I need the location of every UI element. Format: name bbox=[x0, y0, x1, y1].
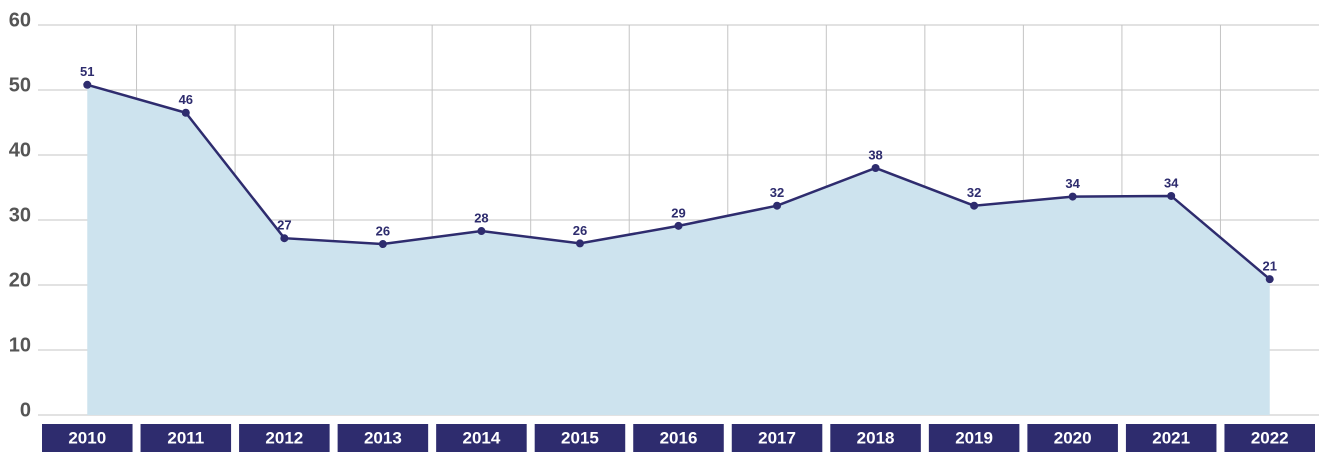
x-tick-label: 2012 bbox=[265, 428, 303, 447]
y-tick-label: 40 bbox=[9, 139, 31, 161]
data-label: 26 bbox=[376, 223, 390, 238]
x-category-box bbox=[1125, 424, 1217, 452]
y-tick-label: 30 bbox=[9, 204, 31, 226]
y-tick-label: 60 bbox=[9, 9, 31, 31]
x-category-box bbox=[436, 424, 527, 452]
x-tick-label: 2011 bbox=[167, 428, 204, 447]
point bbox=[1265, 275, 1274, 284]
data-label: 27 bbox=[277, 218, 291, 233]
data-label: 51 bbox=[80, 64, 94, 79]
x-category-box bbox=[830, 424, 921, 452]
y-tick-label: 0 bbox=[20, 399, 31, 421]
point bbox=[674, 221, 683, 230]
data-label: 28 bbox=[474, 210, 488, 225]
y-tick-label: 20 bbox=[9, 269, 31, 291]
point bbox=[970, 201, 979, 210]
data-label: 38 bbox=[868, 147, 882, 162]
point bbox=[477, 227, 486, 236]
data-label: 34 bbox=[1164, 175, 1179, 190]
x-tick-label: 2021 bbox=[1152, 428, 1190, 447]
data-label: 29 bbox=[671, 205, 685, 220]
point bbox=[1068, 192, 1077, 201]
x-category-box bbox=[239, 424, 330, 452]
data-label: 32 bbox=[967, 185, 981, 200]
x-category-box bbox=[140, 424, 232, 452]
x-tick-label: 2019 bbox=[955, 428, 993, 447]
x-category-box bbox=[928, 424, 1020, 452]
x-category-box bbox=[337, 424, 429, 452]
data-label: 34 bbox=[1065, 176, 1080, 191]
point bbox=[773, 201, 782, 210]
point bbox=[83, 80, 92, 89]
x-tick-label: 2013 bbox=[364, 428, 402, 447]
x-category-box bbox=[1224, 424, 1315, 452]
point bbox=[181, 108, 190, 117]
x-category-box bbox=[731, 424, 823, 452]
x-category-box bbox=[1027, 424, 1118, 452]
x-tick-label: 2014 bbox=[463, 428, 501, 447]
x-tick-label: 2022 bbox=[1251, 428, 1289, 447]
data-label: 21 bbox=[1262, 259, 1276, 274]
x-tick-label: 2020 bbox=[1054, 428, 1092, 447]
point bbox=[378, 240, 387, 249]
point bbox=[871, 164, 880, 172]
x-tick-label: 2010 bbox=[68, 428, 106, 447]
x-tick-label: 2015 bbox=[561, 428, 599, 447]
data-label: 32 bbox=[770, 185, 784, 200]
point bbox=[1167, 191, 1176, 200]
area bbox=[87, 84, 1270, 416]
y-tick-label: 50 bbox=[9, 74, 31, 96]
x-category-box bbox=[534, 424, 626, 452]
x-tick-label: 2016 bbox=[660, 428, 698, 447]
x-category-box bbox=[633, 424, 724, 452]
x-tick-label: 2017 bbox=[758, 428, 796, 447]
x-category-box bbox=[42, 424, 133, 452]
data-label: 46 bbox=[179, 92, 193, 107]
data-label: 26 bbox=[573, 223, 587, 238]
point bbox=[575, 239, 584, 248]
x-tick-label: 2018 bbox=[857, 428, 895, 447]
y-tick-label: 10 bbox=[9, 334, 31, 356]
point bbox=[280, 234, 289, 243]
